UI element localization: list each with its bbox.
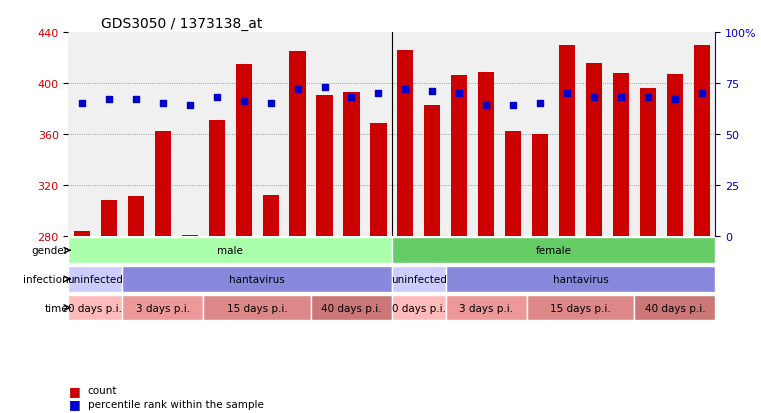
Point xyxy=(669,97,681,103)
Point xyxy=(157,101,169,107)
Bar xyxy=(532,135,548,236)
FancyBboxPatch shape xyxy=(68,266,123,292)
Text: female: female xyxy=(536,246,572,256)
Bar xyxy=(343,93,359,236)
Point xyxy=(615,95,627,102)
Bar xyxy=(209,121,224,236)
FancyBboxPatch shape xyxy=(392,295,446,321)
Text: gender: gender xyxy=(31,246,68,256)
Bar xyxy=(505,132,521,236)
Text: infection: infection xyxy=(23,274,68,284)
Bar xyxy=(154,132,171,236)
Text: count: count xyxy=(88,385,117,395)
Point xyxy=(696,91,708,97)
Point xyxy=(426,89,438,95)
FancyBboxPatch shape xyxy=(392,266,446,292)
Point xyxy=(103,97,115,103)
FancyBboxPatch shape xyxy=(68,238,392,263)
FancyBboxPatch shape xyxy=(123,266,392,292)
Point xyxy=(534,101,546,107)
Point xyxy=(291,87,304,93)
Bar xyxy=(74,231,90,236)
Bar xyxy=(236,65,252,236)
Text: 0 days p.i.: 0 days p.i. xyxy=(392,303,446,313)
Point xyxy=(400,87,412,93)
Text: 3 days p.i.: 3 days p.i. xyxy=(459,303,514,313)
Bar xyxy=(451,76,467,236)
Point xyxy=(318,85,330,91)
Bar xyxy=(667,75,683,236)
Point xyxy=(130,97,142,103)
FancyBboxPatch shape xyxy=(392,238,715,263)
Point xyxy=(588,95,600,102)
FancyBboxPatch shape xyxy=(68,295,123,321)
Bar xyxy=(586,64,602,236)
Bar xyxy=(397,51,413,236)
Text: 40 days p.i.: 40 days p.i. xyxy=(321,303,382,313)
Text: uninfected: uninfected xyxy=(391,274,447,284)
Text: hantavirus: hantavirus xyxy=(552,274,609,284)
Text: 15 days p.i.: 15 days p.i. xyxy=(227,303,288,313)
Bar xyxy=(128,197,144,236)
Bar xyxy=(100,201,117,236)
Text: 15 days p.i.: 15 days p.i. xyxy=(550,303,611,313)
Point xyxy=(76,101,88,107)
Text: ■: ■ xyxy=(68,384,80,397)
Point xyxy=(237,99,250,105)
Point xyxy=(642,95,654,102)
FancyBboxPatch shape xyxy=(635,295,715,321)
FancyBboxPatch shape xyxy=(527,295,635,321)
Point xyxy=(265,101,277,107)
Text: 3 days p.i.: 3 days p.i. xyxy=(135,303,190,313)
Bar xyxy=(613,74,629,236)
Bar xyxy=(263,196,279,236)
Point xyxy=(454,91,466,97)
Bar xyxy=(559,46,575,236)
FancyBboxPatch shape xyxy=(123,295,203,321)
Bar xyxy=(317,95,333,236)
FancyBboxPatch shape xyxy=(446,266,715,292)
Text: 0 days p.i.: 0 days p.i. xyxy=(68,303,123,313)
Point xyxy=(211,95,223,102)
Point xyxy=(345,95,358,102)
Text: time: time xyxy=(45,303,68,313)
Bar xyxy=(424,105,441,236)
Point xyxy=(480,103,492,109)
Point xyxy=(183,103,196,109)
Point xyxy=(372,91,384,97)
Text: hantavirus: hantavirus xyxy=(229,274,285,284)
Bar xyxy=(640,89,656,236)
Text: percentile rank within the sample: percentile rank within the sample xyxy=(88,399,263,409)
Bar xyxy=(289,52,306,236)
Text: GDS3050 / 1373138_at: GDS3050 / 1373138_at xyxy=(100,17,263,31)
FancyBboxPatch shape xyxy=(446,295,527,321)
Text: male: male xyxy=(217,246,244,256)
Point xyxy=(507,103,519,109)
Text: 40 days p.i.: 40 days p.i. xyxy=(645,303,705,313)
FancyBboxPatch shape xyxy=(311,295,392,321)
Bar xyxy=(478,72,495,236)
Bar xyxy=(694,46,710,236)
Bar xyxy=(182,235,198,236)
FancyBboxPatch shape xyxy=(203,295,311,321)
Text: uninfected: uninfected xyxy=(68,274,123,284)
Text: ■: ■ xyxy=(68,397,80,411)
Point xyxy=(561,91,573,97)
Bar xyxy=(371,123,387,236)
